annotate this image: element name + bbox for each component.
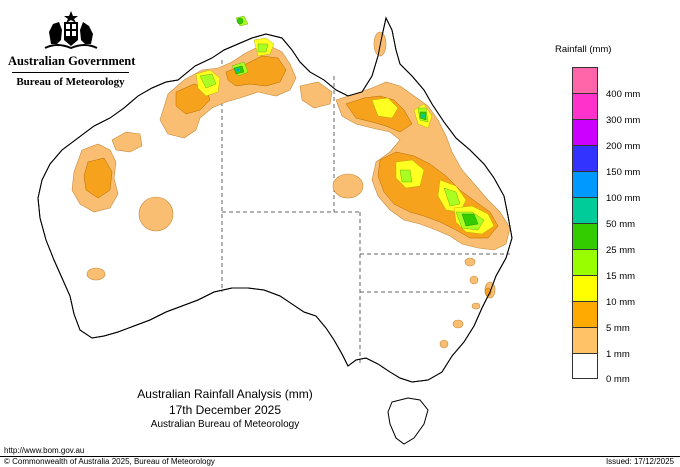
- legend-colorbar: [572, 67, 598, 379]
- legend-title: Rainfall (mm): [555, 44, 612, 55]
- legend-label-300: 300 mm: [606, 115, 641, 126]
- legend-swatch: [573, 94, 597, 120]
- issued-date: Issued: 17/12/2025: [605, 457, 674, 466]
- legend-swatch: [573, 172, 597, 198]
- legend-label-1: 1 mm: [606, 349, 630, 360]
- legend-swatch: [573, 302, 597, 328]
- coat-of-arms-icon: [44, 11, 97, 50]
- caption-date: 17th December 2025: [168, 403, 282, 417]
- legend-swatch: [573, 328, 597, 354]
- legend-swatch: [573, 276, 597, 302]
- legend-label-400: 400 mm: [606, 89, 641, 100]
- legend-swatch: [573, 354, 597, 378]
- legend-label-50: 50 mm: [606, 219, 636, 230]
- legend-label-150: 150 mm: [606, 167, 641, 178]
- legend-swatch: [573, 68, 597, 94]
- map-caption: Australian Rainfall Analysis (mm) 17th D…: [130, 387, 320, 430]
- legend-label-25: 25 mm: [606, 245, 636, 256]
- government-name: Australian Government: [8, 54, 136, 68]
- tasmania-outline: [387, 397, 429, 445]
- logo-divider: [12, 72, 129, 73]
- australia-coastline: [37, 16, 513, 383]
- bom-url-link[interactable]: http://www.bom.gov.au: [4, 446, 85, 455]
- caption-source: Australian Bureau of Meteorology: [150, 419, 300, 430]
- legend-swatch: [573, 250, 597, 276]
- copyright-text: © Commonwealth of Australia 2025, Bureau…: [4, 457, 215, 466]
- footer-divider: [0, 456, 680, 457]
- legend-swatch: [573, 146, 597, 172]
- legend-swatch: [573, 120, 597, 146]
- legend-label-10: 10 mm: [606, 297, 636, 308]
- rainfall-100mm-areas: [237, 69, 239, 71]
- legend-label-0: 0 mm: [606, 374, 630, 385]
- bom-logo: Australian Government Bureau of Meteorol…: [8, 8, 136, 88]
- legend-label-5: 5 mm: [606, 323, 630, 334]
- legend-swatch: [573, 224, 597, 250]
- rainfall-15mm-areas: [199, 15, 485, 231]
- caption-title: Australian Rainfall Analysis (mm): [137, 387, 313, 401]
- legend-label-100: 100 mm: [606, 193, 641, 204]
- legend-label-15: 15 mm: [606, 271, 636, 282]
- bureau-name: Bureau of Meteorology: [16, 76, 125, 88]
- legend-swatch: [573, 198, 597, 224]
- legend-label-200: 200 mm: [606, 141, 641, 152]
